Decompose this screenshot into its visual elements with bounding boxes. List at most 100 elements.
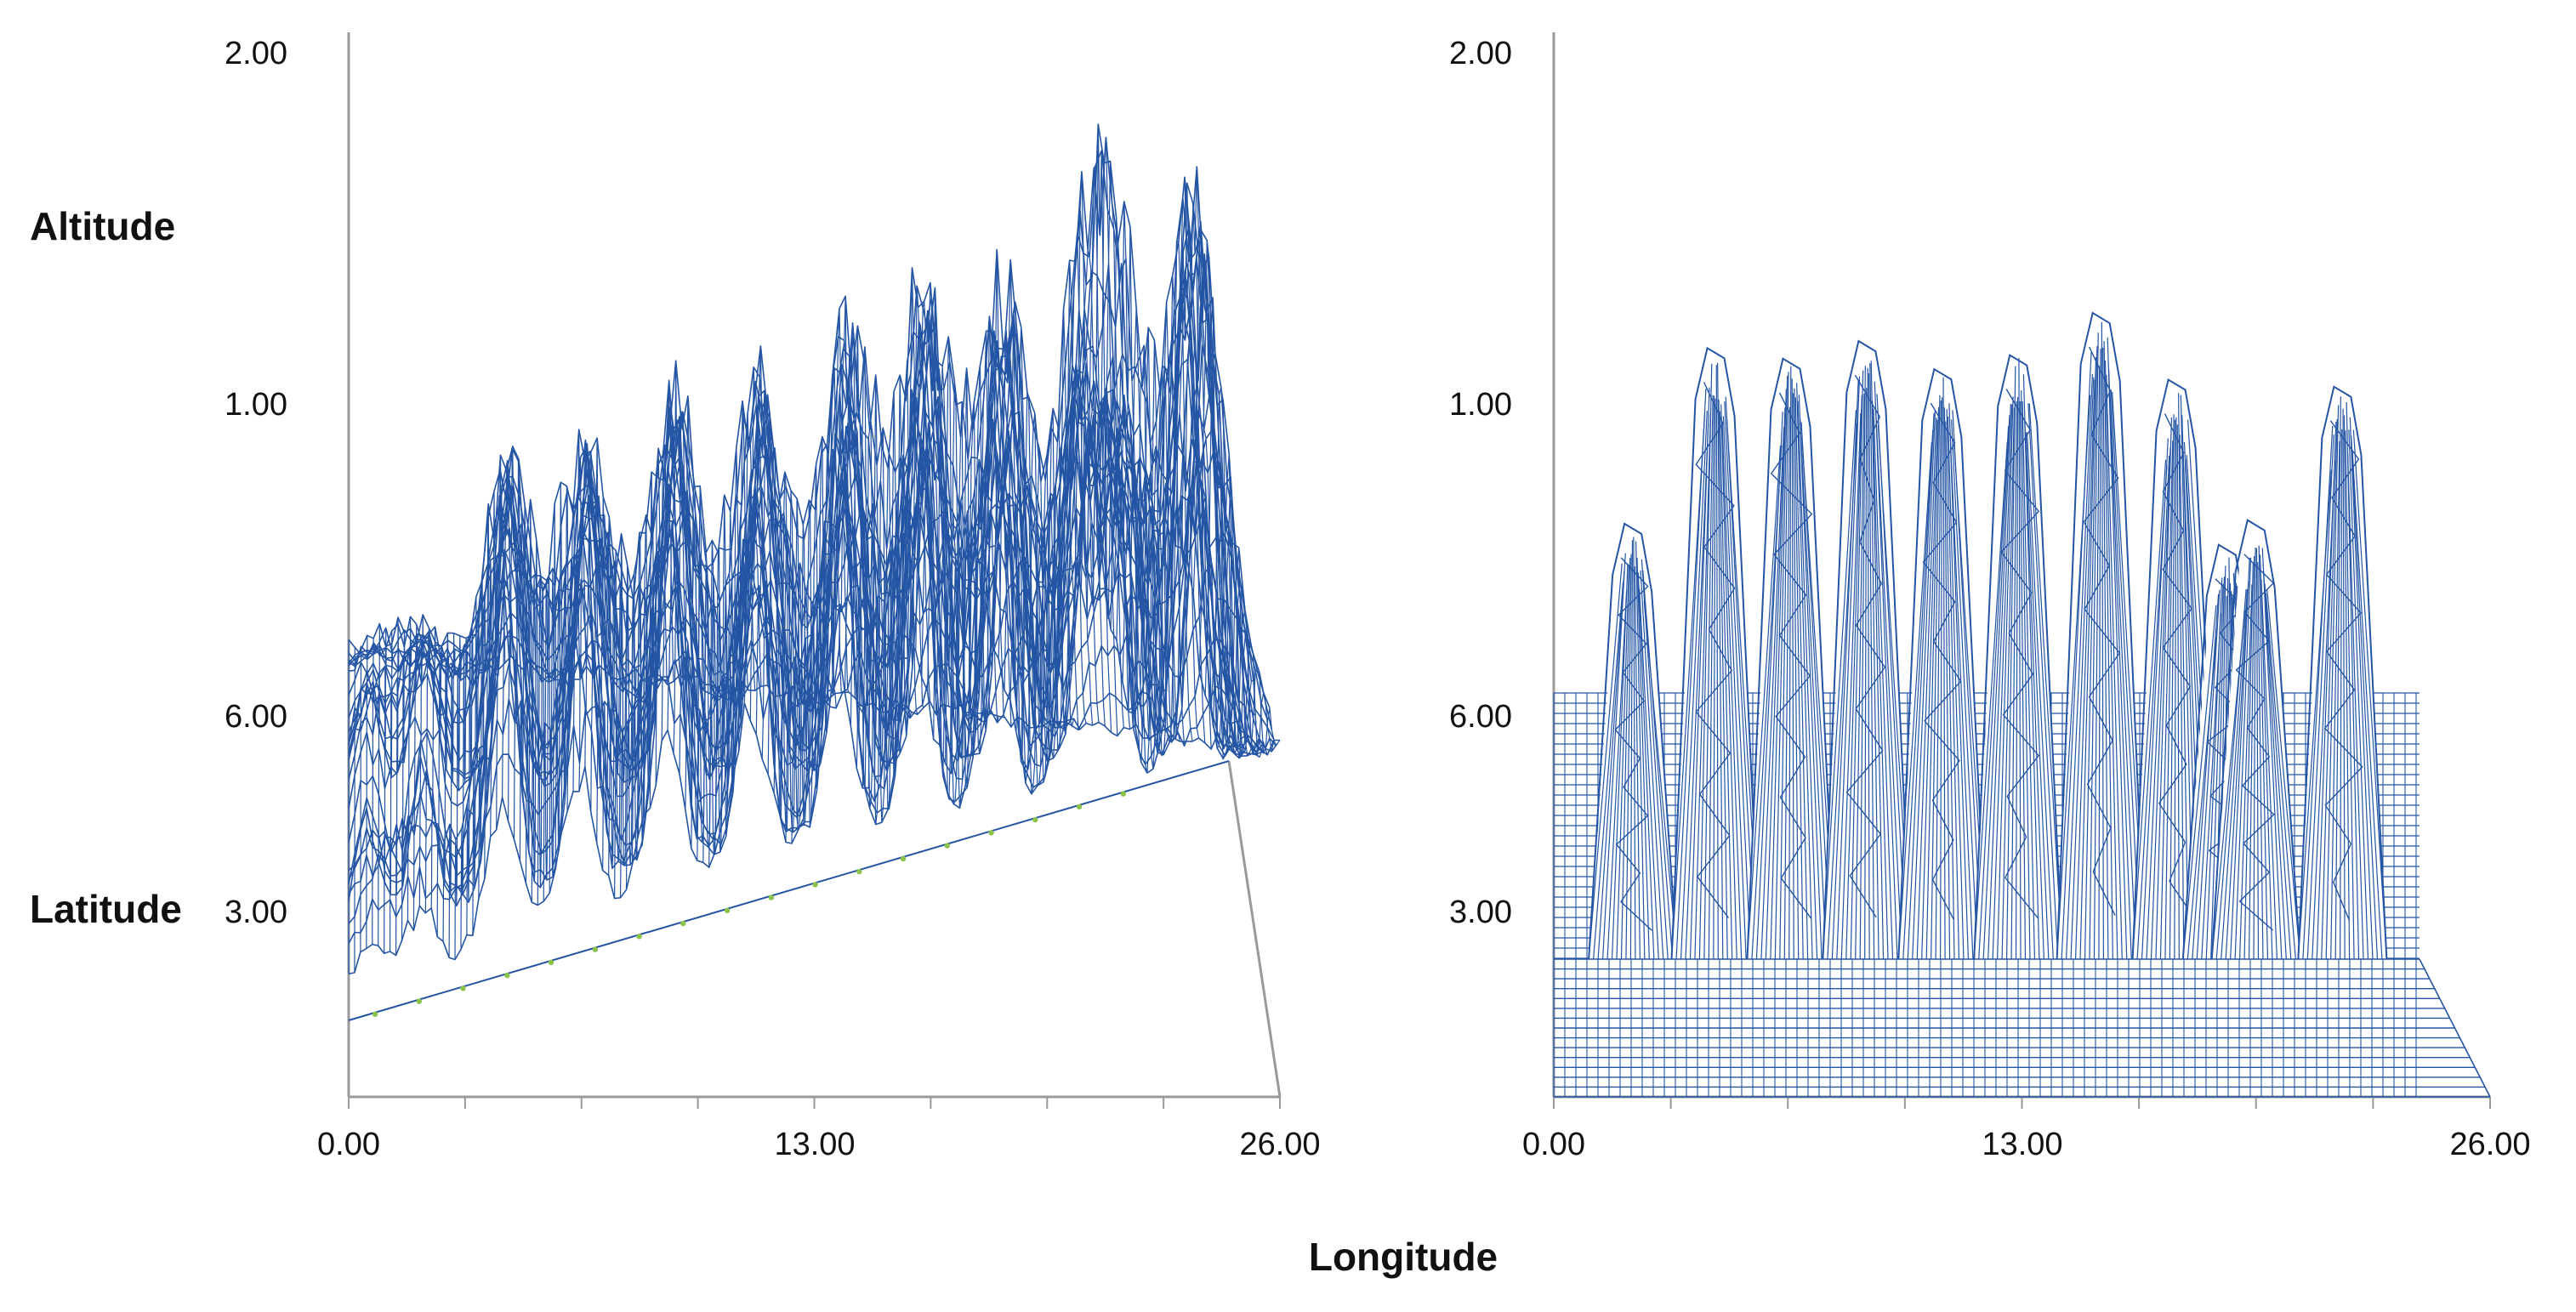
right-peak-strand xyxy=(2026,432,2054,960)
right-y-tick-6: 6.00 xyxy=(1449,699,1512,735)
right-peak-strand xyxy=(1791,378,1794,960)
left-mesh-col-131 xyxy=(1122,345,1169,731)
left-mesh-col-13 xyxy=(424,628,431,913)
right-peak-strand xyxy=(2005,366,2016,960)
left-mesh-col-140 xyxy=(1174,167,1225,749)
left-mesh-col-14 xyxy=(430,627,437,908)
right-peak-strand xyxy=(1765,407,1786,960)
right-peak-outline-7 xyxy=(2131,378,2222,960)
left-mesh-col-88 xyxy=(867,428,900,825)
right-peak-strand xyxy=(1792,393,1800,960)
right-peak-strand xyxy=(1715,365,1719,960)
left-mesh-col-61 xyxy=(708,548,731,868)
left-mesh-col-85 xyxy=(850,347,881,730)
right-peak-strand xyxy=(1978,425,2010,960)
left-mesh-col-78 xyxy=(809,436,837,790)
left-mesh-col-51 xyxy=(649,448,668,809)
right-peak-strand xyxy=(1796,383,1813,960)
left-mesh-col-94 xyxy=(903,286,937,715)
right-peak-strand xyxy=(2330,440,2340,960)
right-x-tick-0: 0.00 xyxy=(1522,1127,1585,1162)
right-peak-strand xyxy=(1947,416,1965,960)
right-peak-strand xyxy=(1755,412,1783,960)
left-mesh-col-47 xyxy=(625,573,643,890)
right-peak-strand xyxy=(2316,421,2337,960)
right-peak-strand xyxy=(2159,440,2174,960)
right-surface-mesh xyxy=(1553,311,2491,1098)
left-mesh-col-144 xyxy=(1198,387,1249,736)
left-mesh-col-110 xyxy=(998,302,1037,728)
left-mesh-col-107 xyxy=(980,249,1018,718)
right-peak-outline-0 xyxy=(1588,522,1679,960)
left-baseline-marker-4 xyxy=(548,959,554,966)
right-peak-strand xyxy=(2260,579,2277,960)
left-mesh-col-58 xyxy=(691,486,712,849)
right-peak-strand xyxy=(1703,395,1714,960)
left-mesh-col-6 xyxy=(384,628,387,954)
right-peak-strand xyxy=(2321,418,2338,960)
right-peak-strand xyxy=(1636,557,1650,960)
left-mesh-col-24 xyxy=(490,491,499,837)
left-mesh-row-12 xyxy=(348,150,1254,733)
left-surface-panel: 2.00 1.00 6.00 3.00 0.00 13.00 26.00 Alt… xyxy=(30,32,1321,1162)
left-mesh-col-25 xyxy=(496,455,506,830)
left-mesh-col-70 xyxy=(761,447,787,759)
right-peak-strand xyxy=(1855,393,1865,960)
left-mesh-col-10 xyxy=(407,616,412,921)
left-mesh-col-142 xyxy=(1186,240,1237,747)
right-peak-strand xyxy=(1721,422,1743,960)
left-mesh-col-148 xyxy=(1222,631,1275,758)
right-peak-strand xyxy=(2110,389,2141,960)
right-peak-strand xyxy=(1675,389,1707,960)
right-peak-strand xyxy=(2093,366,2101,960)
left-z-tick-2: 2.00 xyxy=(225,36,287,71)
right-peak-strand xyxy=(1943,407,1951,960)
left-mesh-col-11 xyxy=(412,624,418,931)
left-x-tick-26: 26.00 xyxy=(1239,1127,1320,1162)
left-mesh-col-103 xyxy=(956,401,993,788)
right-peak-strand xyxy=(2074,379,2095,960)
left-mesh-col-147 xyxy=(1216,585,1268,758)
right-x-tick-26: 26.00 xyxy=(2449,1127,2530,1162)
right-peak-strand xyxy=(2102,347,2109,960)
right-peak-wire-10 xyxy=(2323,420,2363,922)
left-baseline-marker-16 xyxy=(1076,804,1083,809)
right-peak-strand xyxy=(2259,554,2273,960)
right-peak-strand xyxy=(2070,377,2095,960)
left-mesh-col-79 xyxy=(815,443,843,747)
right-peak-strand xyxy=(2028,403,2063,960)
right-peak-strand xyxy=(1931,395,1941,960)
right-peak-strand xyxy=(1746,446,1782,960)
right-peak-strand xyxy=(2312,460,2336,960)
left-mesh-col-17 xyxy=(448,633,456,958)
right-peak-strand xyxy=(2021,390,2031,960)
left-y-tick-3: 3.00 xyxy=(225,895,287,930)
right-peak-strand xyxy=(2084,346,2098,960)
left-baseline-marker-8 xyxy=(724,907,731,914)
right-peak-strand xyxy=(1625,554,1632,960)
right-peak-strand xyxy=(1916,417,1937,960)
right-peak-strand xyxy=(2101,321,2104,960)
right-peak-strand xyxy=(1639,588,1659,960)
left-baseline-marker-5 xyxy=(592,946,598,952)
altitude-axis-title: Altitude xyxy=(30,204,175,248)
right-peak-wire-5 xyxy=(2000,389,2040,919)
right-peak-strand xyxy=(2255,548,2260,960)
right-peak-wire-9 xyxy=(2235,554,2275,931)
left-mesh-col-23 xyxy=(484,503,493,879)
left-mesh-col-105 xyxy=(968,331,1006,718)
left-mesh-col-67 xyxy=(743,366,768,704)
left-mesh-col-86 xyxy=(856,423,887,787)
right-peak-strand xyxy=(2243,562,2254,960)
right-peak-strand xyxy=(1680,410,1708,960)
right-peak-strand xyxy=(2263,571,2287,960)
right-peak-strand xyxy=(1845,395,1862,960)
right-peak-strand xyxy=(2266,588,2301,960)
left-mesh-col-8 xyxy=(395,616,400,956)
right-peak-strand xyxy=(2265,593,2296,960)
left-y-tick-6: 6.00 xyxy=(225,699,287,735)
right-peak-strand xyxy=(2136,465,2168,960)
left-mesh-col-68 xyxy=(749,345,775,721)
left-depth-axis xyxy=(1227,760,1282,1098)
right-peak-strand xyxy=(2302,425,2334,960)
